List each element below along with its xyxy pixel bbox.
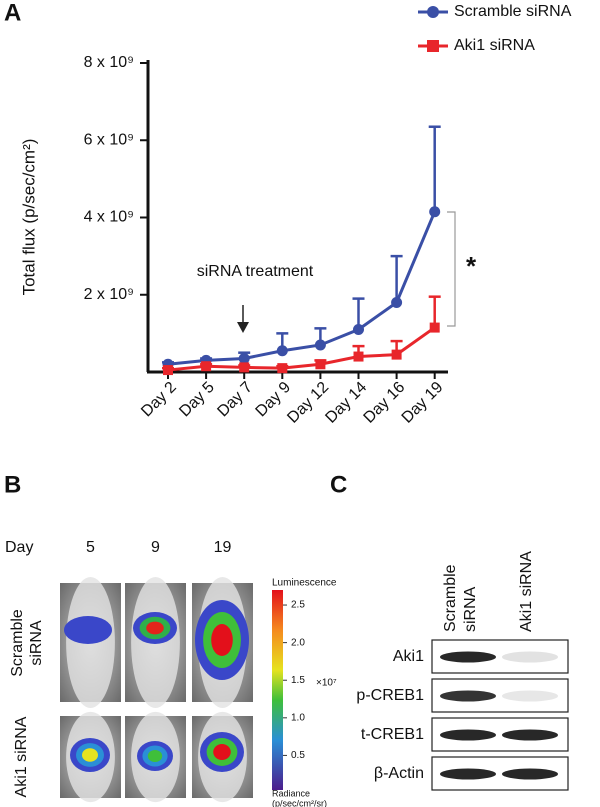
- marker: [163, 365, 173, 376]
- colorbar-unit: Radiance: [272, 788, 310, 798]
- marker: [315, 359, 326, 370]
- series-line: [167, 211, 437, 366]
- row-label: Aki1: [393, 648, 424, 665]
- band: [440, 729, 496, 741]
- panel-label: C: [330, 471, 347, 498]
- colorbar-tick-label: 2.0: [291, 637, 305, 648]
- band: [440, 651, 496, 663]
- marker: [429, 322, 440, 333]
- day-number: 19: [214, 539, 232, 556]
- band: [502, 729, 558, 741]
- colorbar-title: Luminescence: [272, 578, 337, 589]
- band: [502, 690, 558, 702]
- x-tick-label: Day 7: [214, 379, 256, 421]
- row-label: β-Actin: [374, 765, 424, 782]
- colorbar-tick-label: 1.5: [291, 675, 305, 686]
- x-tick-label: Day 5: [176, 379, 218, 421]
- signal: [147, 750, 163, 762]
- colorbar-unit: (p/sec/cm²/sr): [272, 798, 327, 807]
- x-tick-label: Day 12: [284, 379, 332, 427]
- bracket: [447, 211, 456, 327]
- marker: [353, 351, 364, 362]
- x-tick-label: Day 19: [399, 379, 447, 427]
- y-axis-title: Total flux (p/sec/cm²): [19, 139, 38, 296]
- y-tick-label: 8 x 10⁹: [84, 54, 134, 71]
- row-label: t-CREB1: [361, 726, 424, 743]
- panel-label: A: [4, 0, 21, 26]
- marker: [239, 362, 250, 373]
- colorbar-tick-label: 2.5: [291, 600, 305, 611]
- imaging-panel: 5 9 19 Scramble siRNA Aki1 siRNA 2.5 2.0 1.5 1.0 0…: [9, 539, 305, 803]
- y-tick-label: 4 x 10⁹: [84, 209, 134, 226]
- marker: [201, 361, 212, 372]
- colorbar-tick-label: 0.5: [291, 750, 305, 761]
- column-label: Aki1 siRNA: [518, 551, 535, 632]
- band: [502, 768, 558, 780]
- signal: [146, 621, 164, 635]
- signal: [64, 616, 112, 644]
- marker: [353, 324, 364, 336]
- x-tick-label: Day 2: [138, 379, 180, 421]
- day-number: 9: [151, 539, 160, 556]
- band: [502, 651, 558, 663]
- marker: [429, 206, 441, 218]
- day-label: Day: [5, 539, 33, 556]
- marker: [277, 363, 288, 374]
- marker: [238, 352, 250, 364]
- legend-label: Aki1 siRNA: [454, 37, 535, 54]
- legend-marker: [427, 40, 439, 52]
- x-tick-label: Day 14: [322, 379, 370, 427]
- row-label: Scramble: [9, 609, 26, 677]
- panel-label: B: [4, 471, 21, 498]
- marker: [391, 349, 402, 360]
- blot-panel: Scramble siRNA Aki1 siRNA Aki1 p-CREB1 t-CREB…: [356, 551, 569, 791]
- row-label: Aki1 siRNA: [13, 716, 30, 797]
- y-tick-label: 2 x 10⁹: [84, 286, 134, 303]
- y-tick-label: 6 x 10⁹: [84, 131, 134, 148]
- band: [440, 690, 496, 702]
- annotation: siRNA treatment: [197, 263, 314, 280]
- legend-marker: [427, 6, 439, 18]
- column-label: siRNA: [462, 586, 479, 632]
- annotation: *: [466, 251, 477, 281]
- day-number: 5: [86, 539, 95, 556]
- row-label: siRNA: [28, 620, 45, 666]
- signal: [82, 748, 98, 762]
- signal: [213, 744, 231, 760]
- signal: [211, 624, 233, 656]
- arrow-head: [237, 322, 249, 333]
- colorbar: [272, 590, 283, 790]
- x-tick-label: Day 16: [361, 379, 409, 427]
- colorbar-multiplier: ×10⁷: [316, 678, 337, 689]
- legend-label: Scramble siRNA: [454, 3, 572, 20]
- marker: [391, 296, 403, 308]
- marker: [276, 345, 288, 357]
- column-label: Scramble: [442, 564, 459, 632]
- colorbar-tick-label: 1.0: [291, 712, 305, 723]
- band: [440, 768, 496, 780]
- marker: [314, 339, 326, 351]
- row-label: p-CREB1: [356, 687, 424, 704]
- series-line: [167, 326, 436, 372]
